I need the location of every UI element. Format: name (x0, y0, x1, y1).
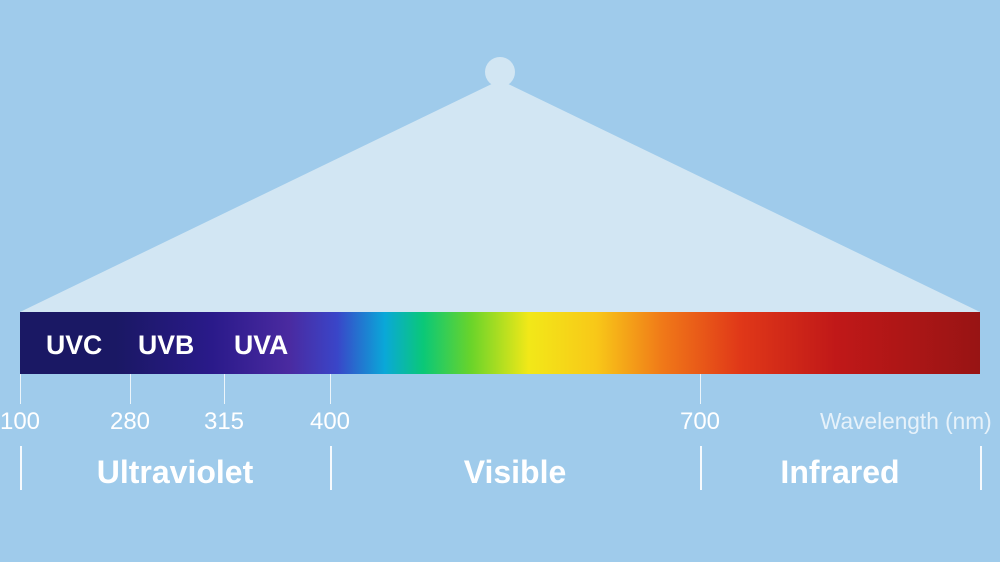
region-divider (980, 446, 982, 490)
uv-band-label: UVA (234, 330, 288, 361)
wavelength-tick (224, 374, 225, 404)
wavelength-value: 400 (310, 408, 350, 436)
spectrum-diagram: UVC UVB UVA 100 280 315 400 700 Wavelength (nm) U… (0, 0, 1000, 562)
light-cone (20, 80, 980, 312)
axis-caption: Wavelength (nm) (820, 408, 992, 435)
region-label: Ultraviolet (97, 454, 253, 491)
region-label: Infrared (780, 454, 899, 491)
region-divider (700, 446, 702, 490)
wavelength-value: 100 (0, 408, 40, 436)
uv-band-label: UVC (46, 330, 102, 361)
wavelength-tick (130, 374, 131, 404)
region-label: Visible (464, 454, 567, 491)
wavelength-value: 280 (110, 408, 150, 436)
region-divider (330, 446, 332, 490)
wavelength-tick (330, 374, 331, 404)
region-divider (20, 446, 22, 490)
light-source-icon (485, 57, 515, 87)
uv-band-label: UVB (138, 330, 194, 361)
wavelength-tick (700, 374, 701, 404)
wavelength-value: 315 (204, 408, 244, 436)
wavelength-value: 700 (680, 408, 720, 436)
wavelength-tick (20, 374, 21, 404)
